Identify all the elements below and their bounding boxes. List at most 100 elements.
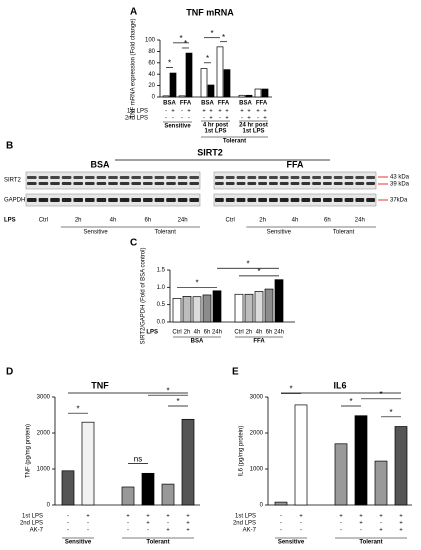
blot-band [189,198,199,202]
condition-mark: + [166,528,170,534]
blot-band [355,198,365,202]
lane-group-label: Tolerant [155,230,177,236]
y-tick-label: 3000 [250,395,264,401]
western-blot: SIRT2 BSA FFA Ctrl 2h 4h 6h 24h Sensitive Toleran… [4,147,410,235]
blot-band [301,198,311,202]
blot-band [344,182,354,185]
blot-band [143,182,153,185]
significance-label: * [195,278,198,287]
blot-band [312,198,321,202]
x-tick-label: 24h [212,330,222,336]
blot-condition: FFA [287,159,304,169]
blot-band [61,182,72,185]
blot-band [236,198,246,202]
condition-mark: + [339,514,343,520]
blot-band [269,198,278,202]
bar [178,95,186,98]
blot-band [344,198,354,202]
bar [274,501,288,506]
y-tick-label: 20 [148,83,155,89]
condition-label: AK-7 [243,528,257,534]
blot-band [355,182,365,185]
bar [254,291,264,323]
bar [238,94,246,98]
blot-band [258,176,267,179]
blot-band [312,176,321,179]
lane-group-label: Tolerant [333,230,355,236]
blot-band [269,176,278,179]
significance-label: * [210,29,213,38]
lane-label: Ctrl [39,218,48,224]
x-tick-label: 2h [184,330,191,336]
bar [223,69,231,98]
blot-band [366,198,375,202]
condition-label: 2nd LPS [125,116,148,122]
condition-mark: - [188,116,190,122]
chart-title: TNF mRNA [186,7,234,17]
group-label: Tolerant [223,139,246,145]
blot-band [154,198,165,202]
blot-band [355,176,365,179]
blot-membrane [25,171,201,190]
significance-label: * [257,267,260,276]
blot-row-label: GAPDH [4,198,25,204]
condition-mark: - [147,528,149,534]
group-label: Sensitive [164,124,191,130]
bar [169,72,177,98]
blot-band [236,182,246,185]
y-axis-label: TNF (pg/mg protein) [26,424,32,478]
group-label: BSA [191,339,204,345]
condition-mark: - [300,521,302,527]
lane-label: 4h [110,218,117,224]
condition-mark: + [186,528,190,534]
group-label: FFA [180,101,192,107]
condition-label: AK-7 [30,528,44,534]
blot-band [27,176,37,179]
lane-row-label: LPS [4,218,16,224]
blot-band [333,176,343,179]
x-tick-label: 4h [194,330,201,336]
condition-mark: - [181,109,183,115]
blot-band [96,182,107,185]
blot-title: SIRT2 [197,147,223,157]
bar [185,52,193,98]
blot-band [236,176,246,179]
blot-band [143,176,153,179]
blot-band [290,182,300,185]
condition-mark: - [87,521,89,527]
condition-mark: - [360,528,362,534]
condition-mark: + [202,109,206,115]
group-label: Tolerant [146,540,169,546]
bar [81,421,95,506]
blot-band [166,182,176,185]
condition-mark: - [340,528,342,534]
condition-mark: + [247,116,251,122]
condition-mark: - [165,109,167,115]
bar [192,296,202,323]
significance-label: * [379,390,382,399]
blot-band [366,176,375,179]
blot-band [333,182,343,185]
bar [374,460,388,506]
condition-mark: - [203,116,205,122]
condition-label: 1st LPS [127,109,148,115]
blot-band [143,198,153,202]
blot-band [73,198,83,202]
size-marker: 39 kDa [390,182,410,188]
bar [261,88,269,98]
bar [161,483,175,506]
condition-mark: + [186,514,190,520]
condition-mark: - [167,521,169,527]
blot-band [108,198,118,202]
x-tick-label: Ctrl [172,330,181,336]
bar [216,46,224,98]
blot-band [131,182,141,185]
lane-label: Ctrl [226,218,235,224]
row-label: LPS [146,330,158,336]
lane-label: 2h [75,218,82,224]
y-tick-label: 2000 [37,431,51,437]
condition-mark: - [380,521,382,527]
blot-band [73,182,83,185]
y-axis-label: SIRT2/GAPDH (Fold of BSA control) [141,248,147,345]
